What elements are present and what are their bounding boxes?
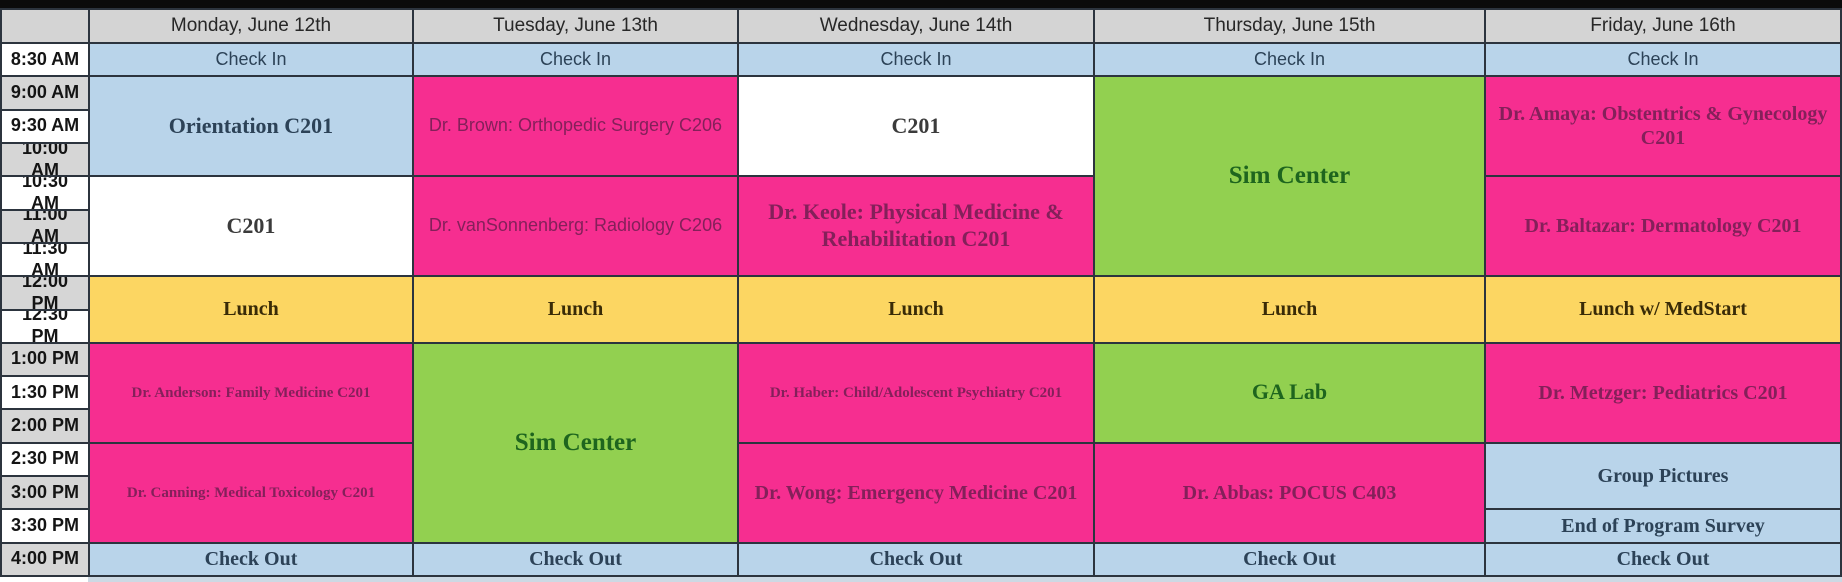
event-fri-dr-metzger-pediatrics-c201[interactable]: Dr. Metzger: Pediatrics C201 [1486,343,1840,442]
time-label-10-00-am[interactable]: 10:00 AM [2,143,88,176]
event-thu-check-out[interactable]: Check Out [1095,543,1484,575]
event-tue-dr-brown-orthopedic-surgery-c206[interactable]: Dr. Brown: Orthopedic Surgery C206 [414,77,737,176]
event-mon-c201[interactable]: C201 [90,177,412,276]
event-wed-dr-wong-emergency-medicine-c201[interactable]: Dr. Wong: Emergency Medicine C201 [739,443,1093,542]
event-fri-end-of-program-survey[interactable]: End of Program Survey [1486,510,1840,542]
event-fri-check-out[interactable]: Check Out [1486,543,1840,575]
time-label-1-00-pm[interactable]: 1:00 PM [2,343,88,376]
event-mon-check-in[interactable]: Check In [90,44,412,76]
time-label-4-00-pm[interactable]: 4:00 PM [2,543,88,575]
time-label-8-30-am[interactable]: 8:30 AM [2,44,88,76]
event-wed-dr-keole-physical-medicine-rehabilitation-c201[interactable]: Dr. Keole: Physical Medicine & Rehabilit… [739,177,1093,276]
event-fri-lunch-w-medstart[interactable]: Lunch w/ MedStart [1486,277,1840,342]
event-tue-dr-vansonnenberg-radiology-c206[interactable]: Dr. vanSonnenberg: Radiology C206 [414,177,737,276]
event-mon-orientation-c201[interactable]: Orientation C201 [90,77,412,176]
time-label-2-00-pm[interactable]: 2:00 PM [2,410,88,442]
event-wed-c201[interactable]: C201 [739,77,1093,176]
day-header-fri[interactable]: Friday, June 16th [1486,10,1840,42]
time-label-9-00-am[interactable]: 9:00 AM [2,77,88,109]
time-label-3-30-pm[interactable]: 3:30 PM [2,510,88,542]
time-label-3-00-pm[interactable]: 3:00 PM [2,477,88,509]
event-thu-check-in[interactable]: Check In [1095,44,1484,76]
time-label-11-30-am[interactable]: 11:30 AM [2,243,88,276]
event-tue-sim-center[interactable]: Sim Center [414,343,737,542]
event-mon-check-out[interactable]: Check Out [90,543,412,575]
event-wed-check-in[interactable]: Check In [739,44,1093,76]
event-mon-dr-canning-medical-toxicology-c201[interactable]: Dr. Canning: Medical Toxicology C201 [90,443,412,542]
bottom-edge-strip [0,577,1842,582]
corner-cell[interactable] [2,10,88,42]
event-wed-check-out[interactable]: Check Out [739,543,1093,575]
time-label-9-30-am[interactable]: 9:30 AM [2,110,88,142]
event-tue-lunch[interactable]: Lunch [414,277,737,342]
bottom-edge-left [0,577,88,582]
time-label-2-30-pm[interactable]: 2:30 PM [2,443,88,476]
event-thu-ga-lab[interactable]: GA Lab [1095,343,1484,442]
event-fri-group-pictures[interactable]: Group Pictures [1486,443,1840,509]
event-fri-dr-baltazar-dermatology-c201[interactable]: Dr. Baltazar: Dermatology C201 [1486,177,1840,276]
event-tue-check-in[interactable]: Check In [414,44,737,76]
event-thu-dr-abbas-pocus-c403[interactable]: Dr. Abbas: POCUS C403 [1095,443,1484,542]
event-fri-dr-amaya-obstentrics-gynecology-c201[interactable]: Dr. Amaya: Obstentrics & Gynecology C201 [1486,77,1840,176]
event-thu-sim-center[interactable]: Sim Center [1095,77,1484,276]
time-label-11-00-am[interactable]: 11:00 AM [2,210,88,242]
time-label-12-00-pm[interactable]: 12:00 PM [2,277,88,309]
time-label-12-30-pm[interactable]: 12:30 PM [2,310,88,342]
time-label-1-30-pm[interactable]: 1:30 PM [2,377,88,409]
schedule-table: Monday, June 12th Tuesday, June 13th Wedne… [0,8,1842,577]
event-tue-check-out[interactable]: Check Out [414,543,737,575]
day-header-thu[interactable]: Thursday, June 15th [1095,10,1484,42]
event-wed-dr-haber-child-adolescent-psychiatry-c201[interactable]: Dr. Haber: Child/Adolescent Psychiatry C… [739,343,1093,442]
bottom-edge-right [88,577,1842,582]
time-label-10-30-am[interactable]: 10:30 AM [2,177,88,209]
event-fri-check-in[interactable]: Check In [1486,44,1840,76]
day-header-tue[interactable]: Tuesday, June 13th [414,10,737,42]
day-header-mon[interactable]: Monday, June 12th [90,10,412,42]
top-border-strip [0,0,1842,8]
event-thu-lunch[interactable]: Lunch [1095,277,1484,342]
day-header-wed[interactable]: Wednesday, June 14th [739,10,1093,42]
event-mon-dr-anderson-family-medicine-c201[interactable]: Dr. Anderson: Family Medicine C201 [90,343,412,442]
event-wed-lunch[interactable]: Lunch [739,277,1093,342]
event-mon-lunch[interactable]: Lunch [90,277,412,342]
